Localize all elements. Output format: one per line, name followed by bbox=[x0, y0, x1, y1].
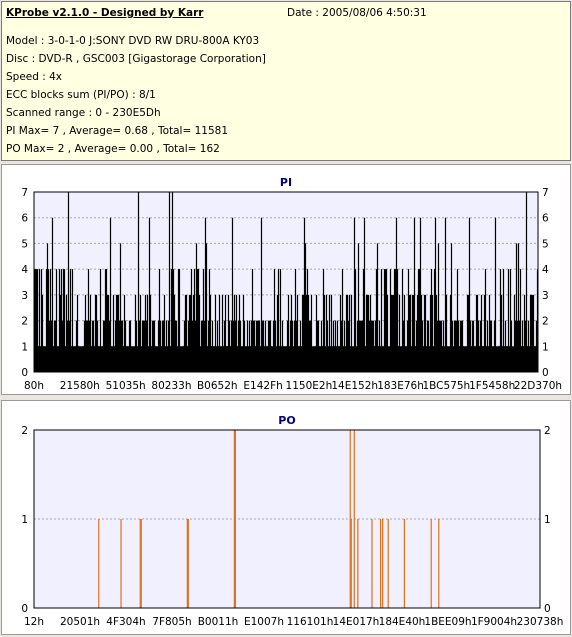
x-tick-label: 1BEE09h bbox=[424, 616, 471, 628]
y-tick-right: 0 bbox=[542, 367, 549, 379]
pi-chart-panel: 0 0 1 1 2 2 3 3 4 4 5 5 6 6 7 7 80h 21580h 51035h 80233h B06… bbox=[1, 164, 571, 395]
po-chart-panel: 0 0 1 1 2 2 12h 20501h 4F304h 7F805h B0011h E1007h 1… bbox=[1, 400, 571, 635]
x-tick-label: 1F9004h bbox=[471, 616, 517, 628]
chart-title: PO bbox=[278, 414, 295, 427]
plot-border bbox=[33, 191, 539, 373]
y-tick-right: 2 bbox=[544, 425, 551, 437]
x-tick-label: 21580h bbox=[60, 380, 100, 392]
x-tick-label: 7F805h bbox=[152, 616, 191, 628]
pi-chart: 0 0 1 1 2 2 3 3 4 4 5 5 6 6 7 7 80h 21580h 51035h 80233h B06… bbox=[21, 176, 562, 392]
y-tick-right: 1 bbox=[542, 341, 549, 353]
x-tick-label: 80233h bbox=[151, 380, 191, 392]
y-tick-right: 5 bbox=[542, 238, 549, 250]
x-tick-label: E1007h bbox=[244, 616, 284, 628]
x-tick-label: 80h bbox=[24, 380, 44, 392]
y-tick-left: 6 bbox=[21, 213, 28, 225]
po-stats: PO Max= 2 , Average= 0.00 , Total= 162 bbox=[6, 143, 220, 155]
y-tick-right: 0 bbox=[544, 603, 551, 615]
x-tick-label: 20501h bbox=[60, 616, 100, 628]
chart-title: PI bbox=[280, 176, 292, 189]
y-tick-left: 2 bbox=[21, 425, 28, 437]
y-tick-right: 6 bbox=[542, 213, 549, 225]
y-tick-left: 5 bbox=[21, 238, 28, 250]
y-tick-left: 1 bbox=[21, 341, 28, 353]
y-tick-left: 3 bbox=[21, 290, 28, 302]
x-tick-label: 184E40h bbox=[379, 616, 426, 628]
x-tick-label: 1F5458h bbox=[469, 380, 515, 392]
scan-date: Date : 2005/08/06 4:50:31 bbox=[287, 7, 427, 19]
y-tick-left: 1 bbox=[21, 514, 28, 526]
y-tick-left: 0 bbox=[21, 367, 28, 379]
plot-border bbox=[33, 429, 541, 609]
x-tick-label: 183E76h bbox=[377, 380, 424, 392]
x-tick-label: 230738h bbox=[517, 616, 564, 628]
y-tick-left: 4 bbox=[21, 264, 28, 276]
drive-model: Model : 3-0-1-0 J:SONY DVD RW DRU-800A K… bbox=[6, 35, 260, 47]
scanned-range: Scanned range : 0 - 230E5Dh bbox=[6, 107, 161, 119]
disc-info: Disc : DVD-R , GSC003 [Gigastorage Corpo… bbox=[6, 53, 266, 65]
y-tick-left: 0 bbox=[21, 603, 28, 615]
x-tick-label: 51035h bbox=[106, 380, 146, 392]
x-tick-label: 1150E2h bbox=[286, 380, 333, 392]
scan-speed: Speed : 4x bbox=[6, 71, 63, 83]
info-panel: KProbe v2.1.0 - Designed by Karr Date : … bbox=[1, 1, 571, 161]
x-tick-label: 22D370h bbox=[514, 380, 562, 392]
ecc-blocks: ECC blocks sum (PI/PO) : 8/1 bbox=[6, 89, 156, 101]
x-tick-label: 4F304h bbox=[106, 616, 145, 628]
x-tick-label: 116101h bbox=[287, 616, 334, 628]
x-tick-label: B0011h bbox=[198, 616, 239, 628]
x-tick-label: 1BC575h bbox=[422, 380, 470, 392]
x-tick-label: 14E017h bbox=[333, 616, 380, 628]
x-tick-label: B0652h bbox=[197, 380, 238, 392]
y-tick-left: 7 bbox=[21, 187, 28, 199]
app-title: KProbe v2.1.0 - Designed by Karr bbox=[6, 7, 204, 19]
x-tick-label: 14E152h bbox=[331, 380, 378, 392]
y-tick-left: 2 bbox=[21, 316, 28, 328]
x-tick-label: 12h bbox=[24, 616, 44, 628]
pi-stats: PI Max= 7 , Average= 0.68 , Total= 11581 bbox=[6, 125, 229, 137]
y-tick-right: 4 bbox=[542, 264, 549, 276]
y-tick-right: 1 bbox=[544, 514, 551, 526]
x-tick-label: E142Fh bbox=[243, 380, 282, 392]
y-tick-right: 7 bbox=[542, 187, 549, 199]
y-tick-right: 3 bbox=[542, 290, 549, 302]
y-tick-right: 2 bbox=[542, 316, 549, 328]
